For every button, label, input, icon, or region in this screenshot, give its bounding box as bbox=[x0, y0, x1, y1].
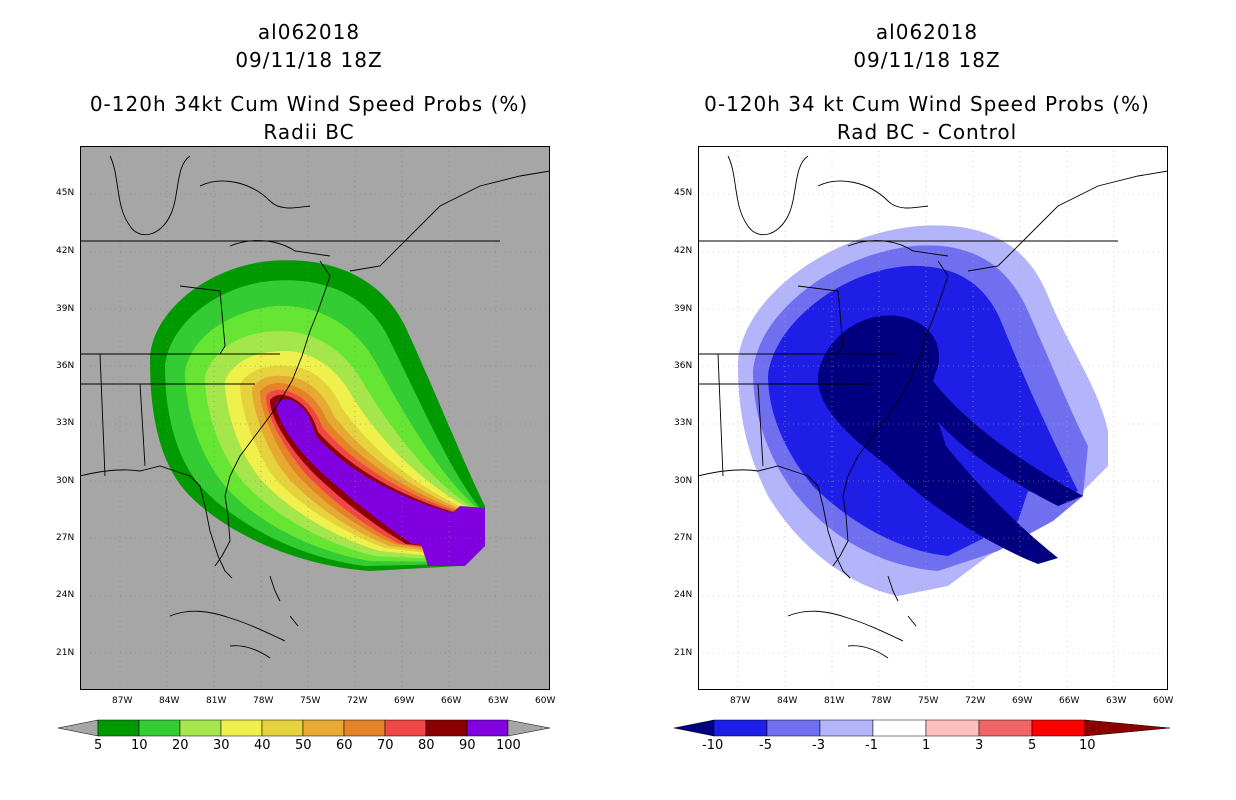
colorbar-label: -5 bbox=[759, 738, 772, 753]
lat-label: 33N bbox=[674, 418, 693, 428]
colorbar-label: 30 bbox=[213, 738, 230, 753]
lon-label: 69W bbox=[394, 696, 415, 706]
lat-label: 42N bbox=[674, 246, 693, 256]
lon-label: 84W bbox=[159, 696, 180, 706]
lon-label: 81W bbox=[824, 696, 845, 706]
colorbar bbox=[674, 719, 1171, 737]
plot-subtitle: Rad BC - Control bbox=[836, 120, 1018, 144]
lat-label: 33N bbox=[56, 418, 75, 428]
difference-map bbox=[698, 146, 1168, 690]
colorbar-label: 3 bbox=[975, 738, 984, 753]
lon-label: 75W bbox=[918, 696, 939, 706]
datetime: 09/11/18 18Z bbox=[853, 48, 1001, 72]
lat-label: 45N bbox=[674, 188, 693, 198]
lat-label: 39N bbox=[56, 304, 75, 314]
lon-label: 60W bbox=[535, 696, 556, 706]
colorbar-label: 10 bbox=[1079, 738, 1096, 753]
colorbar-label: 20 bbox=[172, 738, 189, 753]
coastlines bbox=[80, 155, 550, 659]
lat-label: 21N bbox=[674, 648, 693, 658]
colorbar-label: 100 bbox=[496, 738, 521, 753]
graticule bbox=[80, 146, 550, 690]
right-panel: al062018 09/11/18 18Z 0-120h 34 kt Cum W… bbox=[618, 0, 1236, 800]
lat-label: 42N bbox=[56, 246, 75, 256]
lon-label: 63W bbox=[1106, 696, 1127, 706]
lat-label: 24N bbox=[674, 590, 693, 600]
lon-label: 66W bbox=[441, 696, 462, 706]
lat-label: 36N bbox=[56, 361, 75, 371]
colorbar-label: 60 bbox=[336, 738, 353, 753]
colorbar-label: -10 bbox=[702, 738, 724, 753]
lat-label: 27N bbox=[56, 533, 75, 543]
colorbar-label: 10 bbox=[131, 738, 148, 753]
lon-label: 72W bbox=[347, 696, 368, 706]
difference-field bbox=[738, 225, 1108, 596]
lat-label: 24N bbox=[56, 590, 75, 600]
storm-id: al062018 bbox=[257, 20, 361, 44]
colorbar-label: 90 bbox=[459, 738, 476, 753]
colorbar-label: 50 bbox=[295, 738, 312, 753]
lat-label: 39N bbox=[674, 304, 693, 314]
lon-label: 75W bbox=[300, 696, 321, 706]
left-panel: al062018 09/11/18 18Z 0-120h 34kt Cum Wi… bbox=[56, 20, 556, 753]
probability-map bbox=[80, 146, 550, 690]
plot-subtitle: Radii BC bbox=[263, 120, 355, 144]
colorbar-label: 5 bbox=[94, 738, 103, 753]
colorbar-label: -3 bbox=[812, 738, 825, 753]
colorbar-label: 1 bbox=[922, 738, 931, 753]
lon-label: 78W bbox=[253, 696, 274, 706]
lon-label: 87W bbox=[112, 696, 133, 706]
lat-label: 45N bbox=[56, 188, 75, 198]
lon-label: 69W bbox=[1012, 696, 1033, 706]
colorbar-label: 70 bbox=[377, 738, 394, 753]
lon-label: 60W bbox=[1153, 696, 1174, 706]
lon-label: 66W bbox=[1059, 696, 1080, 706]
colorbar-label: 80 bbox=[418, 738, 435, 753]
colorbar-label: 5 bbox=[1028, 738, 1037, 753]
graticule bbox=[698, 146, 1168, 690]
colorbar-label: -1 bbox=[865, 738, 878, 753]
lat-label: 21N bbox=[56, 648, 75, 658]
lon-label: 84W bbox=[777, 696, 798, 706]
lat-label: 30N bbox=[56, 476, 75, 486]
plot-title: 0-120h 34 kt Cum Wind Speed Probs (%) bbox=[704, 92, 1150, 116]
lon-label: 78W bbox=[871, 696, 892, 706]
probability-swath bbox=[150, 260, 485, 571]
lat-label: 30N bbox=[674, 476, 693, 486]
lon-label: 87W bbox=[730, 696, 751, 706]
coastlines bbox=[698, 155, 1168, 659]
lon-label: 81W bbox=[206, 696, 227, 706]
lat-label: 36N bbox=[674, 361, 693, 371]
lon-label: 63W bbox=[488, 696, 509, 706]
lat-label: 27N bbox=[674, 533, 693, 543]
colorbar-label: 40 bbox=[254, 738, 271, 753]
colorbar bbox=[58, 719, 551, 737]
lon-label: 72W bbox=[965, 696, 986, 706]
datetime: 09/11/18 18Z bbox=[235, 48, 383, 72]
storm-id: al062018 bbox=[875, 20, 979, 44]
plot-title: 0-120h 34kt Cum Wind Speed Probs (%) bbox=[89, 92, 529, 116]
